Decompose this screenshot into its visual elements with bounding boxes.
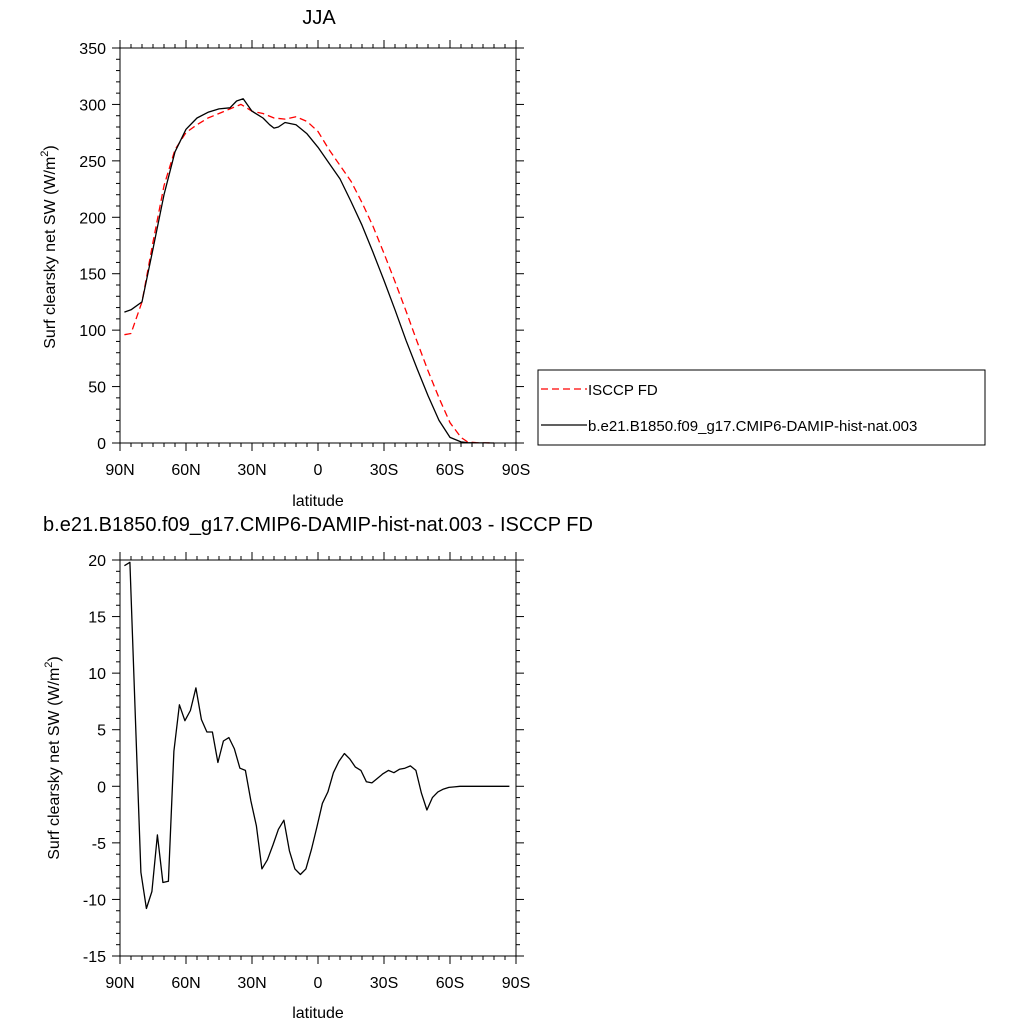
legend-label-model: b.e21.B1850.f09_g17.CMIP6-DAMIP-hist-nat… (588, 418, 917, 435)
bottom-x-tick-label: 60S (436, 975, 464, 992)
legend-box (537, 369, 986, 446)
bottom-y-axis-title: Surf clearsky net SW (W/m2) (43, 656, 63, 859)
top-y-tick-label: 150 (79, 267, 106, 284)
top-chart-title: JJA (302, 7, 336, 29)
legend-label-isccp-fd: ISCCP FD (588, 382, 658, 399)
bottom-x-tick-label: 90S (502, 975, 530, 992)
bottom-x-tick-label: 60N (171, 975, 200, 992)
top-y-tick-label: 50 (88, 380, 106, 397)
top-y-tick-label: 200 (79, 210, 106, 227)
bottom-y-tick-label: 15 (88, 610, 106, 627)
bottom-x-tick-label: 0 (314, 975, 323, 992)
bottom-x-axis-title: latitude (292, 1005, 344, 1022)
top-panel: JJA 90N 60N 30N 0 30S 60S 90S 0 50 100 150 200 250 30… (39, 7, 530, 510)
top-series-line-0 (124, 103, 495, 444)
top-y-tick-label: 100 (79, 323, 106, 340)
top-series-line-1 (124, 98, 495, 444)
bottom-y-tick-label: 10 (88, 666, 106, 683)
top-y-tick-label: 0 (97, 436, 106, 453)
bottom-x-tick-label: 90N (105, 975, 134, 992)
top-x-tick-label: 60N (171, 462, 200, 479)
top-plot-frame (119, 47, 517, 444)
top-x-tick-label: 0 (314, 462, 323, 479)
bottom-plot-area: 90N 60N 30N 0 30S 60S 90S -15 -10 -5 0 5 10 15 20 (83, 552, 530, 992)
bottom-x-tick-label: 30N (237, 975, 266, 992)
top-y-axis-title-superscript: 2 (39, 151, 51, 157)
bottom-y-tick-label: -5 (92, 836, 106, 853)
top-x-tick-label: 30N (237, 462, 266, 479)
top-x-tick-label: 60S (436, 462, 464, 479)
bottom-y-tick-label: -10 (83, 892, 106, 909)
legend: ISCCP FD b.e21.B1850.f09_g17.CMIP6-DAMIP… (537, 369, 986, 446)
top-x-axis-title: latitude (292, 493, 344, 510)
bottom-y-axis-title-superscript: 2 (43, 662, 55, 668)
bottom-panel: b.e21.B1850.f09_g17.CMIP6-DAMIP-hist-nat… (43, 514, 593, 1022)
top-y-axis-title: Surf clearsky net SW (W/m2) (39, 145, 59, 348)
bottom-y-tick-label: 20 (88, 553, 106, 570)
top-y-tick-label: 250 (79, 154, 106, 171)
bottom-y-tick-label: -15 (83, 949, 106, 966)
bottom-chart-title: b.e21.B1850.f09_g17.CMIP6-DAMIP-hist-nat… (43, 514, 593, 536)
top-x-tick-label: 90S (502, 462, 530, 479)
top-y-tick-label: 300 (79, 97, 106, 114)
top-x-tick-label: 90N (105, 462, 134, 479)
bottom-series-line-0 (124, 561, 510, 910)
bottom-plot-frame (119, 559, 517, 957)
top-x-tick-label: 30S (370, 462, 398, 479)
bottom-x-tick-label: 30S (370, 975, 398, 992)
bottom-y-tick-label: 0 (97, 779, 106, 796)
top-plot-area: 90N 60N 30N 0 30S 60S 90S 0 50 100 150 200 250 300 350 (79, 40, 530, 479)
bottom-y-tick-label: 5 (97, 723, 106, 740)
top-y-tick-label: 350 (79, 41, 106, 58)
